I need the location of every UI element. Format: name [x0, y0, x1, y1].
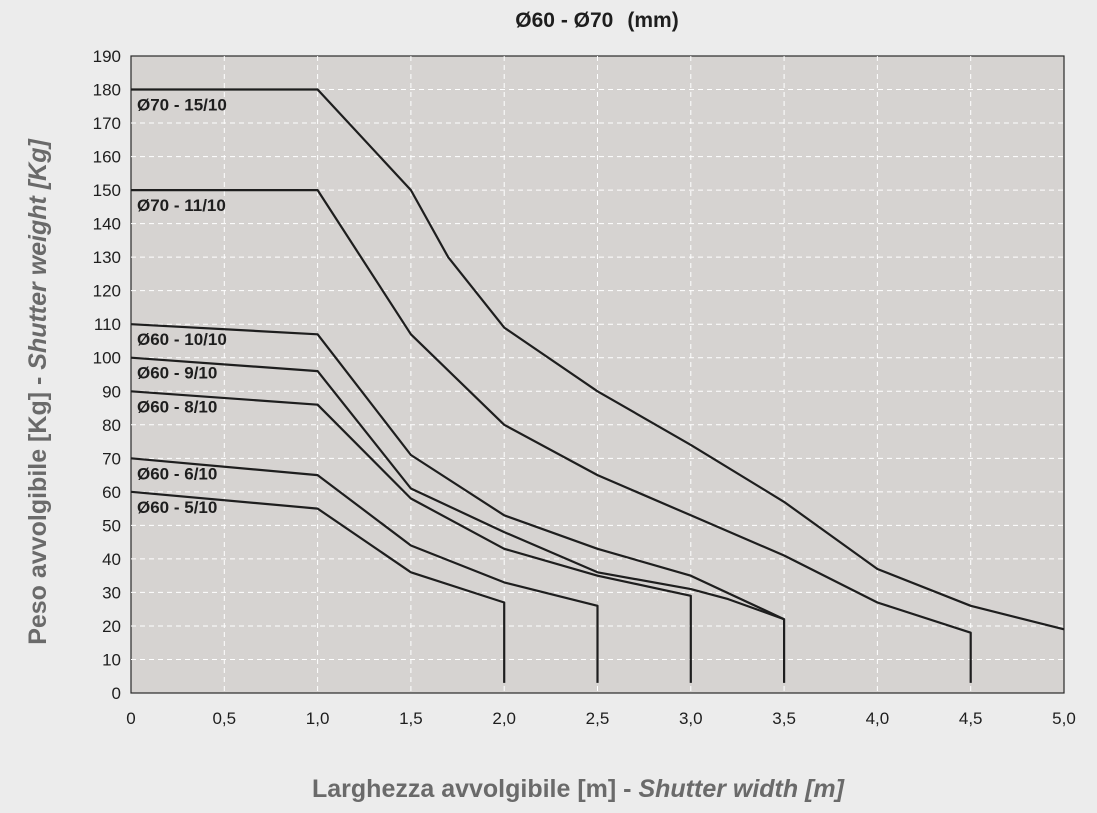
series — [130, 88, 1065, 683]
chart-title-main: Ø60 - Ø70 — [515, 9, 613, 32]
series-line — [130, 323, 786, 683]
y-tick-label: 0 — [112, 684, 121, 703]
x-tick-label: 3,0 — [679, 709, 703, 728]
grid — [131, 56, 1064, 693]
y-tick-label: 180 — [93, 81, 121, 100]
series-label: Ø70 - 15/10 — [137, 96, 227, 115]
x-axis-title: Larghezza avvolgibile [m] - Shutter widt… — [312, 775, 846, 803]
series-line — [130, 356, 785, 621]
series-label: Ø70 - 11/10 — [137, 196, 226, 215]
x-tick-label: 0 — [126, 709, 135, 728]
x-tick-label: 2,5 — [586, 709, 610, 728]
chart-title-unit: (mm) — [627, 9, 678, 32]
y-axis-title-it: Peso avvolgibile [Kg] - — [24, 370, 52, 645]
y-tick-label: 190 — [93, 47, 121, 66]
series-label: Ø60 - 6/10 — [137, 464, 217, 483]
x-tick-label: 1,5 — [399, 709, 423, 728]
x-tick-label: 4,0 — [866, 709, 890, 728]
y-axis-ticks: 0 10 20 30 40 50 60 70 80 90 100 110 120 130 140 150 160… — [93, 47, 121, 703]
series-line — [131, 88, 1065, 631]
y-tick-label: 110 — [94, 315, 121, 334]
series-labels: Ø70 - 15/10 Ø70 - 11/10 Ø60 - 10/10 Ø60 - 9… — [137, 96, 227, 517]
x-tick-label: 4,5 — [959, 709, 983, 728]
y-tick-label: 50 — [102, 516, 121, 535]
series-line — [130, 490, 506, 683]
y-tick-label: 170 — [93, 114, 121, 133]
x-tick-label: 3,5 — [772, 709, 796, 728]
y-tick-label: 130 — [93, 248, 121, 267]
y-tick-label: 70 — [102, 449, 121, 468]
x-tick-label: 1,0 — [306, 709, 330, 728]
chart-title: Ø60 - Ø70 (mm) — [515, 9, 678, 32]
x-axis-title-it: Larghezza avvolgibile [m] - — [312, 775, 638, 803]
series-label: Ø60 - 5/10 — [137, 498, 217, 517]
y-axis-title: Peso avvolgibile [Kg] - Shutter weight [… — [24, 138, 52, 645]
y-tick-label: 20 — [102, 617, 121, 636]
x-tick-label: 0,5 — [212, 709, 236, 728]
series-label: Ø60 - 9/10 — [137, 364, 217, 383]
y-tick-label: 10 — [102, 650, 121, 669]
y-tick-label: 140 — [93, 215, 121, 234]
x-axis-title-en: Shutter width [m] — [638, 775, 845, 803]
x-axis-ticks: 0 0,5 1,0 1,5 2,0 2,5 3,0 3,5 4,0 4,5 5,0 — [126, 709, 1076, 728]
y-tick-label: 100 — [93, 349, 121, 368]
x-tick-label: 2,0 — [492, 709, 516, 728]
series-line — [130, 390, 692, 683]
x-tick-label: 5,0 — [1052, 709, 1076, 728]
y-tick-label: 40 — [102, 550, 121, 569]
y-tick-label: 60 — [102, 483, 121, 502]
y-axis-title-en: Shutter weight [Kg] — [24, 138, 52, 370]
y-tick-label: 90 — [102, 382, 121, 401]
y-tick-label: 160 — [93, 148, 121, 167]
series-line — [130, 457, 599, 683]
y-tick-label: 30 — [102, 583, 121, 602]
y-tick-label: 80 — [102, 416, 121, 435]
y-tick-label: 150 — [93, 181, 121, 200]
series-label: Ø60 - 10/10 — [137, 330, 227, 349]
series-label: Ø60 - 8/10 — [137, 397, 217, 416]
y-tick-label: 120 — [93, 282, 121, 301]
series-line — [131, 189, 972, 683]
